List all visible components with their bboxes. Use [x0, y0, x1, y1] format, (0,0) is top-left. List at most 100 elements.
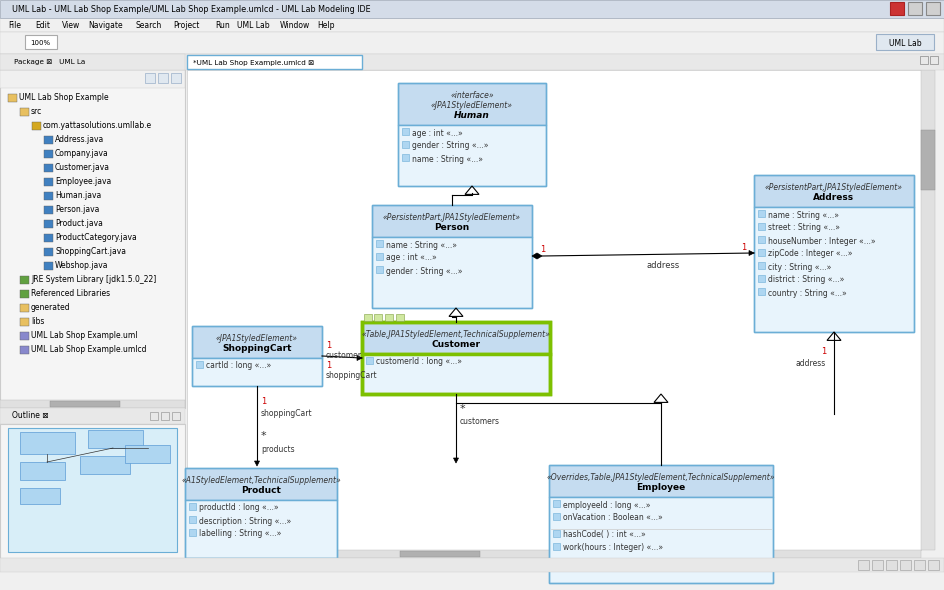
Bar [88, 430, 143, 448]
Bar [189, 503, 196, 510]
Text: UML Lab: UML Lab [888, 38, 921, 48]
Text: gender : String «...»: gender : String «...» [412, 142, 488, 150]
Bar [150, 412, 158, 420]
Text: «A1StyledElement,TechnicalSupplement»: «A1StyledElement,TechnicalSupplement» [181, 476, 341, 485]
Text: ProductCategory.java: ProductCategory.java [55, 234, 137, 242]
Text: Employee.java: Employee.java [55, 178, 111, 186]
Bar [185, 500, 337, 558]
Text: Product.java: Product.java [55, 219, 103, 228]
Text: street : String «...»: street : String «...» [768, 224, 840, 232]
Text: labelling : String «...»: labelling : String «...» [199, 529, 281, 539]
Text: 1: 1 [820, 348, 826, 356]
Text: «PersistentPart,JPA1StyledElement»: «PersistentPart,JPA1StyledElement» [383, 213, 521, 222]
Bar [192, 326, 322, 358]
Text: Company.java: Company.java [55, 149, 109, 159]
Text: work(hours : Integer) «...»: work(hours : Integer) «...» [563, 543, 663, 552]
Bar [44, 220, 53, 228]
Text: zipCode : Integer «...»: zipCode : Integer «...» [768, 250, 852, 258]
Bar [886, 560, 897, 570]
Bar [44, 136, 53, 144]
Text: productId : long «...»: productId : long «...» [199, 503, 278, 513]
Bar [396, 314, 404, 321]
Bar [20, 432, 75, 454]
Bar [402, 154, 409, 161]
Bar [44, 248, 53, 256]
Text: shoppingCart: shoppingCart [326, 372, 378, 381]
Bar [930, 56, 938, 64]
Text: age : int «...»: age : int «...» [412, 129, 463, 137]
Text: name : String «...»: name : String «...» [386, 241, 457, 250]
Bar [8, 94, 17, 102]
Bar [44, 192, 53, 200]
Text: cartId : long «...»: cartId : long «...» [206, 362, 271, 371]
Text: ShoppingCart.java: ShoppingCart.java [55, 247, 126, 257]
Bar [0, 408, 185, 424]
Bar [402, 128, 409, 135]
Bar [553, 513, 560, 520]
Text: city : String «...»: city : String «...» [768, 263, 832, 271]
Bar [80, 456, 130, 474]
Text: «PersistentPart,JPA1StyledElement»: «PersistentPart,JPA1StyledElement» [765, 183, 903, 192]
Text: *: * [460, 404, 465, 414]
Text: gender : String «...»: gender : String «...» [386, 267, 463, 276]
Bar [8, 428, 177, 552]
Bar [171, 73, 181, 83]
Text: 1: 1 [326, 362, 331, 371]
Bar [362, 322, 550, 354]
Text: country : String «...»: country : String «...» [768, 289, 847, 297]
Bar [0, 424, 185, 558]
Bar [754, 207, 914, 332]
Bar [0, 54, 944, 70]
Text: address: address [647, 261, 680, 270]
Text: File: File [8, 21, 21, 30]
Bar [362, 322, 550, 394]
Text: UML Lab: UML Lab [237, 21, 270, 30]
Bar [372, 237, 532, 308]
Bar [32, 122, 41, 130]
Text: UML Lab - UML Lab Shop Example/UML Lab Shop Example.umlcd - UML Lab Modeling IDE: UML Lab - UML Lab Shop Example/UML Lab S… [12, 5, 371, 15]
Bar [44, 262, 53, 270]
Bar [0, 400, 185, 408]
Bar [858, 560, 869, 570]
Bar [192, 326, 322, 386]
Text: Webshop.java: Webshop.java [55, 261, 109, 270]
Bar [44, 150, 53, 158]
Bar [758, 288, 765, 295]
Text: Address.java: Address.java [55, 136, 104, 145]
Polygon shape [749, 251, 754, 255]
Text: Address: Address [814, 193, 854, 202]
Bar [385, 314, 393, 321]
Bar [20, 462, 65, 480]
Bar [161, 412, 169, 420]
Text: address: address [796, 359, 826, 369]
Text: Referenced Libraries: Referenced Libraries [31, 290, 110, 299]
Text: 1: 1 [741, 242, 746, 251]
Text: *: * [261, 431, 266, 441]
Text: Product: Product [241, 486, 281, 495]
Bar [920, 56, 928, 64]
Bar [20, 304, 29, 312]
Bar [758, 249, 765, 256]
Bar [0, 558, 944, 572]
Text: «JPA1StyledElement»: «JPA1StyledElement» [431, 101, 513, 110]
Text: libs: libs [31, 317, 44, 326]
Text: Run: Run [215, 21, 230, 30]
Text: onVacation : Boolean «...»: onVacation : Boolean «...» [563, 513, 663, 523]
Bar [921, 130, 935, 190]
Bar [25, 35, 57, 49]
Bar [376, 266, 383, 273]
Bar [0, 70, 185, 408]
Text: Outline ⊠: Outline ⊠ [12, 411, 49, 421]
Bar [0, 54, 185, 70]
Bar [754, 175, 914, 207]
Bar [0, 18, 944, 32]
Bar [398, 83, 546, 186]
Bar [364, 314, 372, 321]
Text: «Overrides,Table,JPA1StyledElement,TechnicalSupplement»: «Overrides,Table,JPA1StyledElement,Techn… [547, 473, 775, 482]
Text: Search: Search [136, 21, 162, 30]
Bar [402, 141, 409, 148]
Bar [50, 401, 120, 407]
Bar [20, 276, 29, 284]
Bar [366, 357, 373, 364]
Text: «interface»: «interface» [450, 91, 494, 100]
